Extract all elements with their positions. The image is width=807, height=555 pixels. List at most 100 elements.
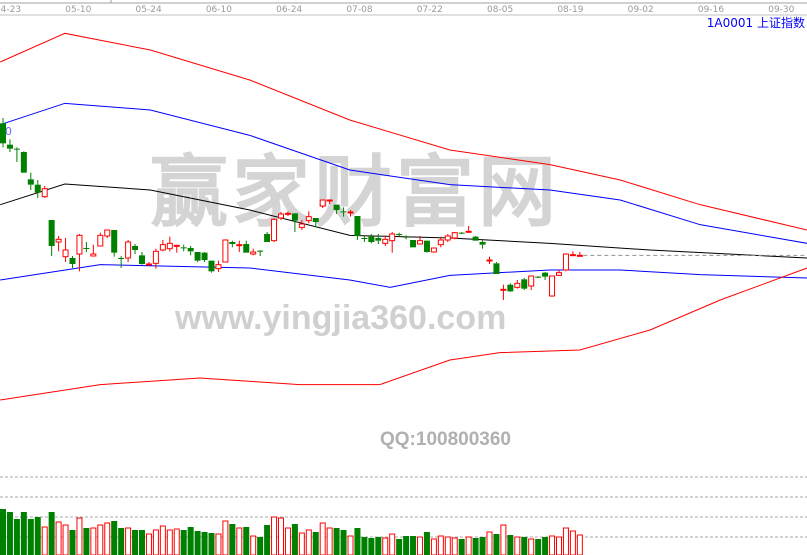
candle-body — [180, 247, 187, 249]
volume-bar-up — [90, 527, 97, 555]
volume-bar-up — [41, 526, 48, 555]
candle-body — [194, 252, 201, 261]
candle-down — [194, 252, 201, 262]
volume-bar-up — [76, 517, 83, 555]
candle-down — [257, 250, 264, 256]
volume-bar-up — [145, 533, 152, 555]
candle-body — [514, 282, 521, 288]
candle-down — [48, 220, 55, 256]
candle-body — [222, 239, 229, 263]
x-tick-label: 04-23 — [0, 5, 21, 15]
candle-body — [312, 218, 319, 222]
volume-bar-up — [173, 528, 180, 555]
candle-body — [278, 213, 284, 219]
volume-bar-up — [305, 529, 312, 555]
volume-bar-down — [208, 533, 215, 555]
candle-up — [430, 247, 437, 253]
volume-bar-down — [20, 512, 27, 555]
candle-up — [417, 236, 423, 245]
candle-body — [62, 249, 69, 258]
candle-up — [145, 262, 152, 266]
volume-bar-up — [430, 538, 437, 555]
candle-down — [375, 234, 382, 244]
x-tick-label: 07-08 — [346, 5, 372, 15]
volume-bar-down — [340, 530, 347, 555]
volume-bar-down — [27, 519, 34, 555]
candle-down — [34, 180, 41, 198]
volume-bar-up — [556, 536, 562, 555]
candle-up — [222, 239, 229, 263]
volume-bar-down — [493, 534, 500, 555]
candle-up — [569, 251, 576, 257]
volume-bar-down — [472, 538, 479, 555]
x-tick-label: 05-10 — [65, 5, 91, 15]
volume-bar-down — [264, 525, 271, 555]
volume-bar-up — [104, 522, 111, 555]
candle-body — [444, 235, 451, 241]
candle-up — [152, 248, 159, 269]
candle-down — [368, 234, 375, 244]
candle-up — [97, 232, 104, 247]
volume-bar-down — [0, 509, 6, 555]
candle-down — [27, 172, 34, 190]
candle-body — [458, 232, 465, 234]
volume-bar-up — [576, 534, 583, 555]
volume-bar-down — [83, 528, 90, 555]
candle-body — [111, 230, 118, 253]
candle-body — [465, 230, 472, 233]
candle-body — [500, 288, 507, 291]
candle-body — [479, 242, 486, 245]
candle-up — [389, 232, 396, 253]
candle-down — [403, 235, 410, 240]
volume-bar-up — [347, 535, 354, 555]
candle-body — [236, 244, 243, 247]
candle-body — [201, 252, 208, 260]
candle-up — [444, 234, 451, 242]
candle-body — [90, 253, 97, 257]
candle-up — [576, 252, 583, 257]
volume-bar-down — [361, 537, 368, 555]
volume-bar-down — [201, 532, 208, 555]
candle-body — [13, 148, 20, 150]
candle-body — [104, 229, 111, 237]
volume-bar-down — [187, 527, 194, 555]
candle-body — [347, 211, 354, 214]
candle-body — [159, 244, 166, 251]
candle-body — [284, 212, 291, 215]
candle-down — [333, 204, 340, 214]
candle-body — [48, 220, 55, 246]
volume-bar-up — [159, 525, 166, 555]
candle-up — [326, 199, 333, 204]
candle-up — [437, 236, 444, 248]
volume-bar-down — [396, 539, 403, 555]
candle-body — [472, 236, 479, 241]
candle-up — [298, 220, 305, 230]
candle-down — [139, 252, 145, 265]
candle-down — [118, 256, 125, 268]
candle-down — [187, 246, 194, 256]
candle-body — [264, 234, 271, 242]
band-lower-outer — [0, 267, 807, 401]
x-tick-label: 07-22 — [417, 5, 443, 15]
candle-body — [361, 238, 368, 239]
volume-bar-up — [236, 527, 243, 555]
candle-body — [271, 218, 278, 242]
candle-down — [479, 240, 486, 249]
candle-body — [368, 236, 375, 242]
candle-body — [55, 238, 62, 243]
candle-down — [493, 262, 500, 274]
band-upper-inner — [0, 102, 807, 244]
candle-body — [257, 250, 264, 252]
candle-up — [125, 240, 132, 262]
candle-up — [500, 284, 507, 300]
candle-up — [284, 211, 291, 216]
candle-up — [305, 211, 312, 224]
candle-body — [145, 263, 152, 266]
candle-body — [451, 232, 458, 239]
candle-body — [250, 251, 257, 255]
candle-down — [507, 283, 514, 292]
volume-bar-down — [132, 530, 139, 555]
candle-body — [34, 184, 41, 193]
candle-down — [340, 207, 347, 217]
volume-bar-down — [312, 532, 319, 555]
